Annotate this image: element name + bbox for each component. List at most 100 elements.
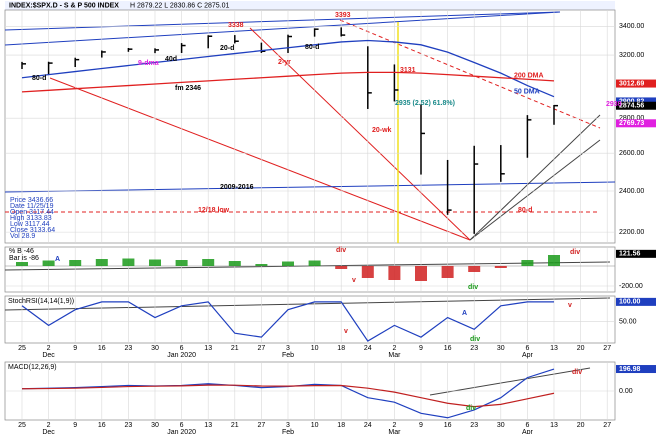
x-tick-label: 16 (444, 345, 452, 352)
histogram-bar (494, 266, 507, 268)
y-tick-label: 3400.00 (619, 23, 644, 30)
info-text: Close 3133.64 (10, 227, 55, 234)
histogram-bar (441, 266, 454, 278)
x-tick-label: 30 (151, 345, 159, 352)
legend-text: Bar is -86 (9, 255, 39, 262)
x-tick-label: 30 (497, 345, 505, 352)
y-tick-label: 2200.00 (619, 229, 644, 236)
annotation: 3131 (400, 67, 416, 74)
annotation: 80-d (32, 75, 46, 82)
value-box (616, 365, 656, 374)
annotation: 2935 (2.52) 61.8%) (395, 100, 455, 107)
histogram-bar (308, 260, 321, 266)
month-label: Apr (522, 352, 534, 359)
info-text: Price 3436.66 (10, 197, 53, 204)
value-box-label: 3012.69 (619, 80, 644, 87)
annotation: A (55, 256, 60, 263)
x-tick-label: 16 (98, 422, 106, 429)
panel-title: StochRSI(14,14(1,9)) (8, 298, 74, 305)
x-tick-label: 9 (419, 422, 423, 429)
x-tick-label: 25 (18, 422, 26, 429)
value-box-label: 121.56 (619, 251, 641, 258)
annotation: 80-d (518, 207, 532, 214)
month-label: Mar (388, 429, 401, 434)
histogram-bar (42, 260, 55, 266)
stoch-frame (4, 295, 616, 344)
x-tick-label: 23 (470, 345, 478, 352)
x-tick-label: 2 (392, 422, 396, 429)
histogram-bar (388, 266, 401, 280)
x-tick-label: 18 (337, 345, 345, 352)
x-tick-label: 20 (577, 422, 585, 429)
y-tick-label: 0.00 (619, 388, 633, 395)
x-tick-label: 20 (577, 345, 585, 352)
annotation: 9-dma (138, 60, 159, 67)
month-label: Feb (282, 429, 294, 434)
annotation: 2009-2016 (220, 184, 254, 191)
trendlines (4, 11, 616, 396)
x-tick-label: 16 (444, 422, 452, 429)
value-box-label: 100.00 (619, 299, 641, 306)
x-tick-label: 10 (311, 422, 319, 429)
annotation: div (572, 369, 582, 376)
annotation: div (470, 336, 480, 343)
annotation: 80-d (305, 44, 319, 51)
value-box-label: 2769.73 (619, 120, 644, 127)
annotation: 2-yr (278, 59, 291, 66)
histogram-bar (415, 266, 427, 281)
histogram-bar (95, 259, 108, 266)
x-tick-label: 6 (180, 422, 184, 429)
value-box-label: 2874.56 (619, 103, 644, 110)
month-label: Dec (42, 429, 55, 434)
histogram-bar (149, 259, 161, 266)
annotation: div (570, 249, 580, 256)
histogram-bar (548, 255, 560, 266)
y-tick-label: 2400.00 (619, 188, 644, 195)
x-tick-label: 10 (311, 345, 319, 352)
info-text: Low 3117.44 (10, 221, 50, 228)
annotation: 3393 (335, 12, 351, 19)
x-tick-label: 3 (286, 345, 290, 352)
x-tick-label: 13 (204, 422, 212, 429)
annotation: div (468, 284, 478, 291)
annotation: fm 2346 (175, 85, 201, 92)
value-box-label: 196.98 (619, 366, 641, 373)
x-tick-label: 27 (603, 422, 611, 429)
x-tick-label: 6 (525, 345, 529, 352)
info-text: Open 3117.44 (10, 209, 54, 216)
x-tick-label: 9 (419, 345, 423, 352)
x-tick-label: 21 (231, 345, 239, 352)
annotation: v (352, 277, 356, 284)
y-tick-label: 3200.00 (619, 52, 644, 59)
histogram-bar (282, 261, 294, 266)
histogram-bar (468, 266, 481, 272)
x-tick-label: 9 (73, 422, 77, 429)
x-tick-label: 23 (125, 422, 133, 429)
x-tick-label: 2 (47, 345, 51, 352)
annotation: 20-d (220, 45, 234, 52)
y-tick-label: 50.00 (619, 318, 637, 325)
x-tick-label: 25 (18, 345, 26, 352)
x-tick-label: 2 (392, 345, 396, 352)
value-box (616, 101, 656, 110)
x-tick-label: 30 (151, 422, 159, 429)
value-box (616, 79, 656, 88)
y-tick-label: 2800.00 (619, 115, 644, 122)
month-label: Jan 2020 (167, 352, 196, 359)
histogram-bar (335, 266, 348, 269)
price-frame (4, 9, 616, 244)
histogram-bar (122, 258, 135, 266)
quote: H 2879.22 L 2830.86 C 2875.01 (130, 2, 229, 9)
annotation: A (462, 310, 467, 317)
info-text: Vol 28.9 (10, 233, 35, 240)
annotation: 12/18 low (198, 207, 230, 214)
indicator-line (21, 301, 554, 342)
month-label: Jan 2020 (167, 429, 196, 434)
histogram-bar (521, 260, 534, 266)
histogram-bar (175, 260, 188, 266)
annotation: div (466, 405, 476, 412)
annotation: 40d (165, 56, 177, 63)
y-tick-label: -200.00 (619, 283, 643, 290)
